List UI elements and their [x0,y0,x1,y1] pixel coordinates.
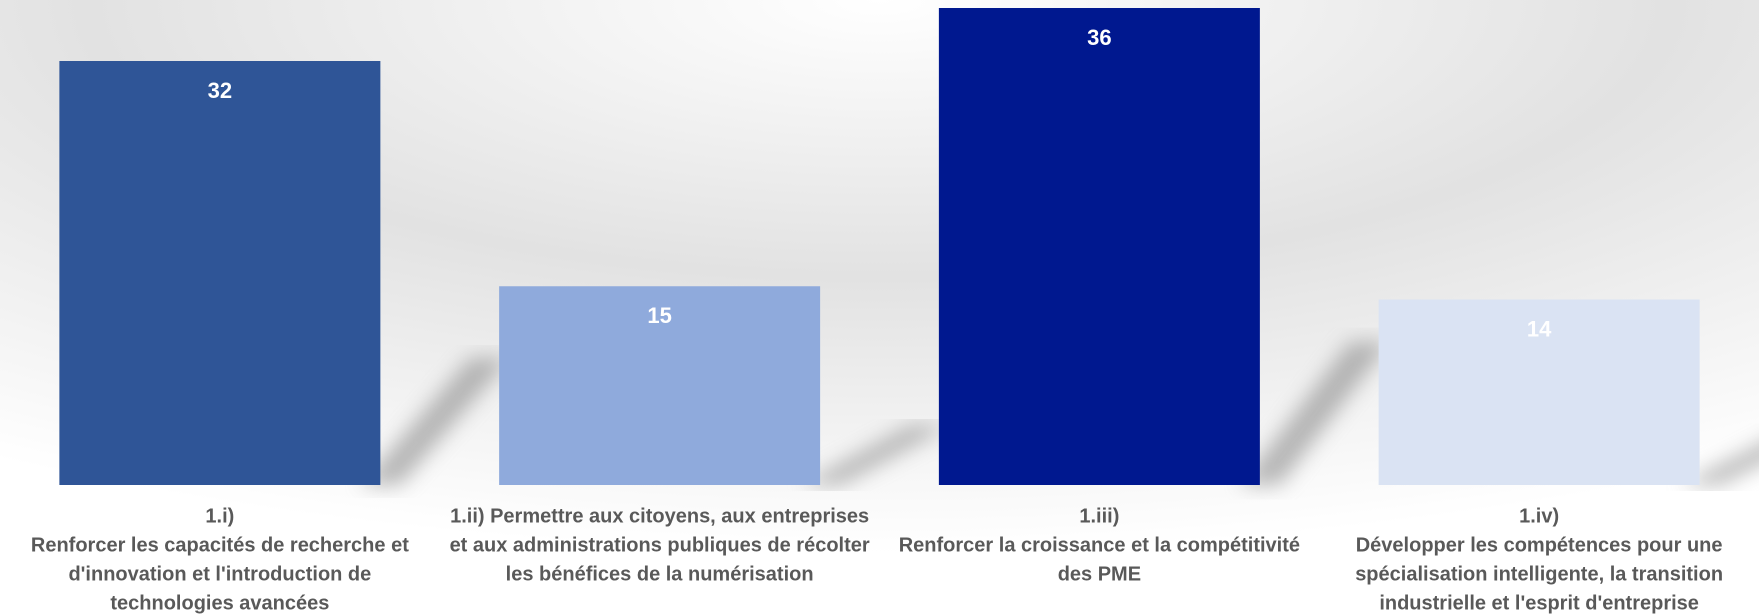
x-tick-label: industrielle et l'esprit d'entreprise [1379,592,1699,614]
x-tick-label: Développer les compétences pour une [1356,534,1723,556]
x-tick-label: Renforcer la croissance et la compétitiv… [899,534,1300,556]
x-tick-label: des PME [1058,563,1141,585]
value-label: 14 [1527,316,1552,341]
value-label: 36 [1087,25,1111,50]
value-label: 32 [208,78,232,103]
x-tick-label: d'innovation et l'introduction de [68,563,371,585]
bar [1378,299,1700,485]
x-tick-label: 1.i) [205,505,234,527]
bar [938,8,1260,485]
x-tick-label: les bénéfices de la numérisation [506,563,814,585]
x-tick-label: 1.iii) [1079,505,1119,527]
x-tick-label: et aux administrations publiques de réco… [450,534,870,556]
x-tick-label: 1.ii) Permettre aux citoyens, aux entrep… [450,505,869,527]
x-tick-label: Renforcer les capacités de recherche et [31,534,409,556]
bar-shadow [360,357,511,485]
bar-shadow [800,425,951,485]
bar-shadow [1239,341,1390,485]
x-tick-label: technologies avancées [110,592,329,614]
x-tick-label: spécialisation intelligente, la transiti… [1355,563,1723,585]
value-label: 15 [647,303,671,328]
bar [499,286,821,485]
x-tick-label: 1.iv) [1519,505,1559,527]
bar [59,61,381,485]
